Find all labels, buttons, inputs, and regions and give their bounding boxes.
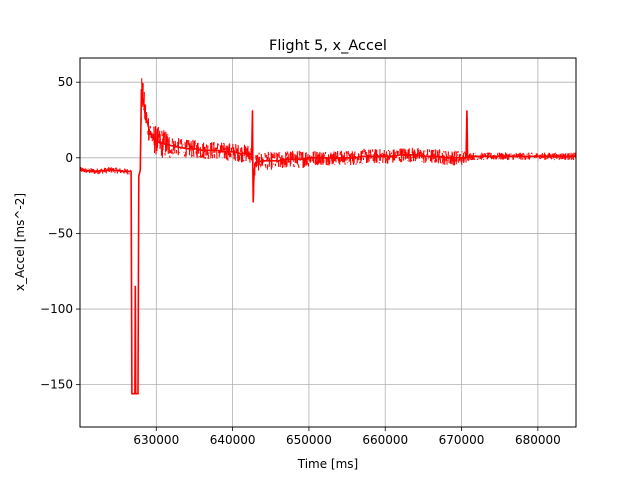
- series-layer: [79, 89, 576, 395]
- x-tick-label: 670000: [439, 433, 485, 447]
- y-tick-label: −100: [40, 302, 73, 316]
- series-line: [79, 89, 576, 395]
- chart-title: Flight 5, x_Accel: [269, 38, 387, 54]
- y-tick-label: 0: [65, 151, 73, 165]
- y-tick-label: −50: [48, 226, 73, 240]
- y-axis-ticks: 50 0 −50 −100 −150: [40, 75, 80, 392]
- x-tick-label: 630000: [133, 433, 179, 447]
- grid-lines: [80, 58, 576, 427]
- x-tick-label: 650000: [286, 433, 332, 447]
- plot-area-frame: [79, 57, 577, 428]
- x-axis-ticks: 630000 640000 650000 660000 670000 680000: [133, 427, 561, 447]
- x-tick-label: 640000: [210, 433, 256, 447]
- y-axis-label: x_Accel [ms^-2]: [13, 193, 27, 291]
- y-tick-label: −150: [40, 378, 73, 392]
- y-tick-label: 50: [58, 75, 73, 89]
- x-tick-label: 660000: [362, 433, 408, 447]
- x-axis-label: Time [ms]: [297, 457, 359, 471]
- x-tick-label: 680000: [515, 433, 561, 447]
